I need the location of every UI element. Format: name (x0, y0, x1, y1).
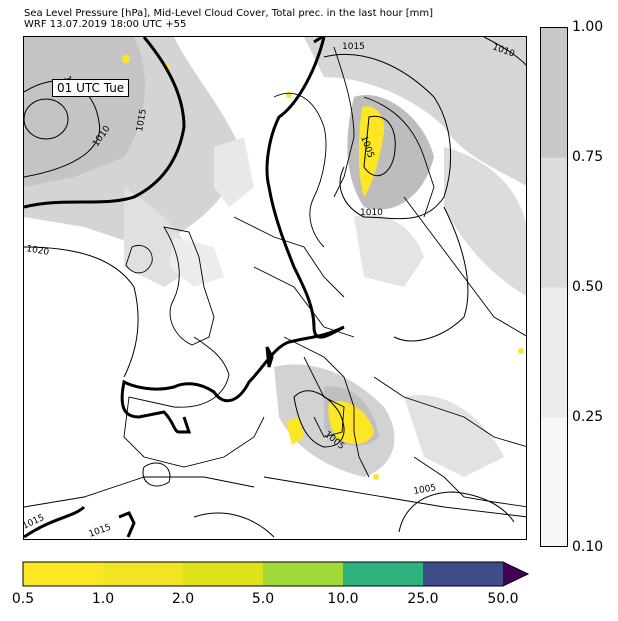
cloud-patch (169, 237, 224, 287)
cloud-bar-segment (540, 287, 568, 418)
coastline (283, 336, 370, 478)
isobar-1010 (483, 37, 526, 66)
isobar-1015 (142, 462, 171, 487)
precip-area (358, 106, 385, 197)
cloud-cover-colorbar (540, 27, 568, 547)
cloud-patch (354, 214, 424, 287)
coastline (163, 226, 215, 346)
isobar-1005 (363, 115, 396, 177)
precipitation-layer (122, 55, 524, 480)
precip-bar-segment (103, 562, 183, 586)
coastline (24, 476, 255, 508)
cloud-patch (214, 137, 254, 207)
isobar-1015 (24, 505, 86, 539)
isobar-1015 (193, 512, 275, 538)
cloud-tick-label: 0.50 (572, 279, 604, 295)
precip-bar-segment (263, 562, 343, 586)
isobar-label: 1015 (88, 523, 113, 540)
precip-bar-segment (343, 562, 423, 586)
isobar-label: 1020 (25, 244, 50, 258)
cloud-patch (304, 37, 526, 186)
isobar-1015 (24, 37, 186, 209)
cloud-bar-segment (540, 157, 568, 288)
cloud-patch (444, 147, 526, 296)
precip-dot (122, 55, 130, 63)
isobar-label: 1010 (360, 208, 383, 218)
isobar-label: 1015 (135, 108, 149, 132)
isobar-label: 1005 (413, 483, 437, 497)
map-subtitle: WRF 13.07.2019 18:00 UTC +55 (24, 19, 187, 30)
coastline-layer (24, 46, 526, 518)
isobar-layer (24, 37, 526, 539)
weather-map: 1015 1010 1005 1010 1015 1005 1010 1020 … (23, 36, 527, 540)
cloud-tick-label: 0.10 (572, 539, 604, 555)
isobar-1015 (120, 37, 345, 434)
precip-bar-segment (183, 562, 263, 586)
precip-bar-extend-arrow (503, 562, 528, 586)
cloud-tick-label: 0.25 (572, 409, 604, 425)
precipitation-colorbar (22, 561, 530, 587)
isobar-1015 (393, 206, 469, 342)
precip-tick-label: 1.0 (91, 591, 115, 607)
precip-area (328, 401, 374, 444)
cloud-tick-label: 0.75 (572, 149, 604, 165)
isobar-1015 (265, 346, 274, 368)
isobar-label: 1015 (342, 42, 365, 52)
precip-tick-label: 5.0 (251, 591, 275, 607)
precip-tick-label: 25.0 (407, 591, 439, 607)
precip-bar-segment (23, 562, 103, 586)
isobar-1015 (118, 511, 136, 538)
coastline (303, 356, 345, 438)
precip-bar-segment (423, 562, 503, 586)
coastline (233, 216, 345, 298)
precip-dot (373, 474, 379, 480)
isobar-1005 (293, 390, 345, 448)
isobar-1010 (323, 53, 451, 220)
coastline (125, 244, 153, 274)
cloud-patch (24, 37, 145, 187)
isobar-1015 (313, 37, 323, 44)
isobar-1005 (398, 491, 515, 533)
precip-tick-label: 10.0 (327, 591, 359, 607)
cloud-cover-layer (24, 37, 526, 477)
isobar-1005 (24, 98, 69, 140)
precip-tick-label: 2.0 (171, 591, 195, 607)
coastline (363, 96, 435, 218)
cloud-tick-label: 1.00 (572, 19, 604, 35)
coastline (253, 266, 355, 338)
cloud-patch (404, 395, 504, 477)
coastline (413, 456, 526, 508)
isobar-1020 (24, 246, 139, 378)
precip-dot (518, 348, 524, 354)
coastline (263, 476, 526, 518)
map-canvas: 1015 1010 1005 1010 1015 1005 1010 1020 … (24, 37, 526, 540)
precip-tick-label: 50.0 (487, 591, 519, 607)
coastline (403, 196, 526, 337)
coastline (333, 46, 355, 198)
map-title: Sea Level Pressure [hPa], Mid-Level Clou… (24, 8, 434, 19)
coastline (273, 92, 327, 248)
cloud-bar-segment (540, 27, 568, 158)
precip-area (286, 417, 304, 445)
precip-tick-label: 0.5 (11, 591, 35, 607)
valid-time-label: 01 UTC Tue (52, 79, 130, 97)
cloud-bar-segment (540, 417, 568, 547)
coastline (123, 336, 265, 468)
coastline (373, 376, 526, 447)
